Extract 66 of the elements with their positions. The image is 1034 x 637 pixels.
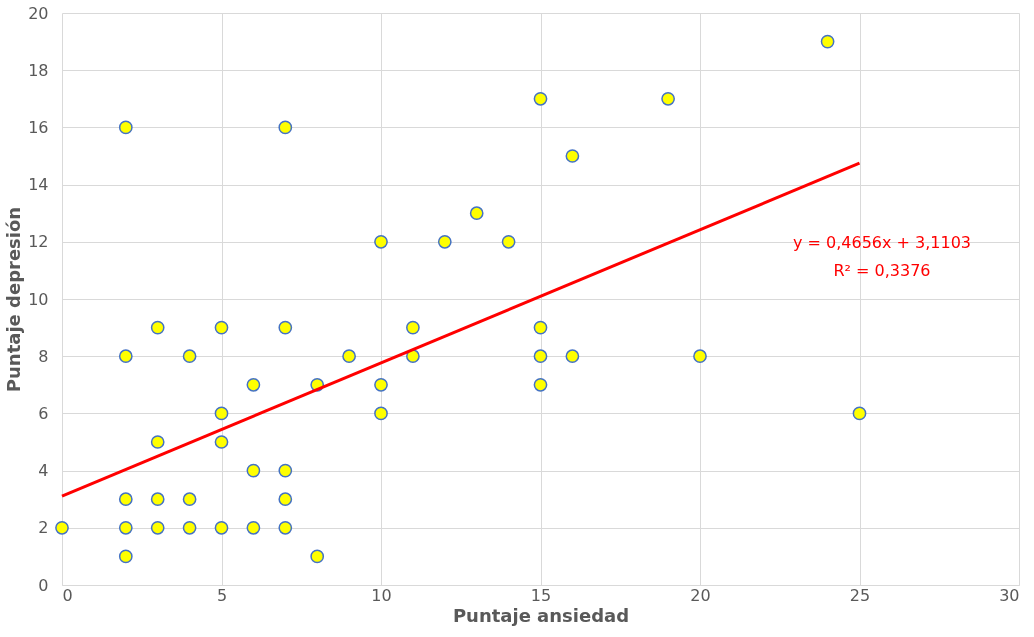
y-tick-label: 20 [28,3,49,23]
point [661,91,675,106]
point [246,463,261,478]
y-tick-label: 4 [38,461,49,481]
point [310,549,325,564]
point [118,120,133,135]
point [469,206,484,221]
point [533,377,548,392]
point [150,435,165,449]
point [565,349,580,364]
point [693,349,707,364]
y-tick-label: 14 [28,175,49,195]
point [118,349,133,364]
x-tick-label: 5 [216,585,228,605]
point [182,492,197,507]
point [182,520,197,535]
point [246,377,261,392]
point [533,349,548,364]
point [214,320,229,335]
point [150,520,165,535]
point [852,406,867,421]
point [565,149,580,163]
point [55,520,69,535]
point [533,320,548,335]
point [150,492,165,507]
point [278,120,293,135]
point [214,435,229,449]
point [278,520,293,535]
point [374,406,388,421]
x-tick-label: 0 [62,585,73,605]
x-tick-label: 10 [371,585,392,605]
annotation: y = 0,4656x + 3,1103 [792,233,972,252]
y-tick-label: 8 [38,346,49,366]
x-tick-label: 20 [690,585,711,605]
point [246,520,261,535]
point [118,492,133,507]
point [437,234,452,249]
point [118,549,133,564]
x-tick-label: 25 [849,585,871,605]
point [533,91,548,106]
point [278,320,293,335]
y-tick-label: 18 [28,60,49,80]
point [342,349,356,364]
point [501,234,516,249]
point [278,492,293,507]
x-tick-label: 30 [999,585,1020,605]
x-axis-title: Puntaje ansiedad [452,604,630,626]
point [278,463,293,478]
point [182,349,197,364]
point [374,377,388,392]
y-tick-label: 6 [38,403,49,423]
point [406,320,420,335]
point [374,234,388,249]
y-axis-title: Puntaje depresión [3,206,25,393]
point [150,320,165,335]
point [820,34,835,49]
point [214,520,229,535]
point [406,349,420,364]
point [118,520,133,535]
y-tick-label: 10 [28,289,49,309]
y-tick-label: 2 [38,518,49,538]
annotation: R² = 0,3376 [833,261,931,280]
x-tick-label: 15 [530,585,552,605]
y-tick-label: 16 [28,117,49,137]
point [214,406,229,421]
y-tick-label: 12 [28,232,49,252]
